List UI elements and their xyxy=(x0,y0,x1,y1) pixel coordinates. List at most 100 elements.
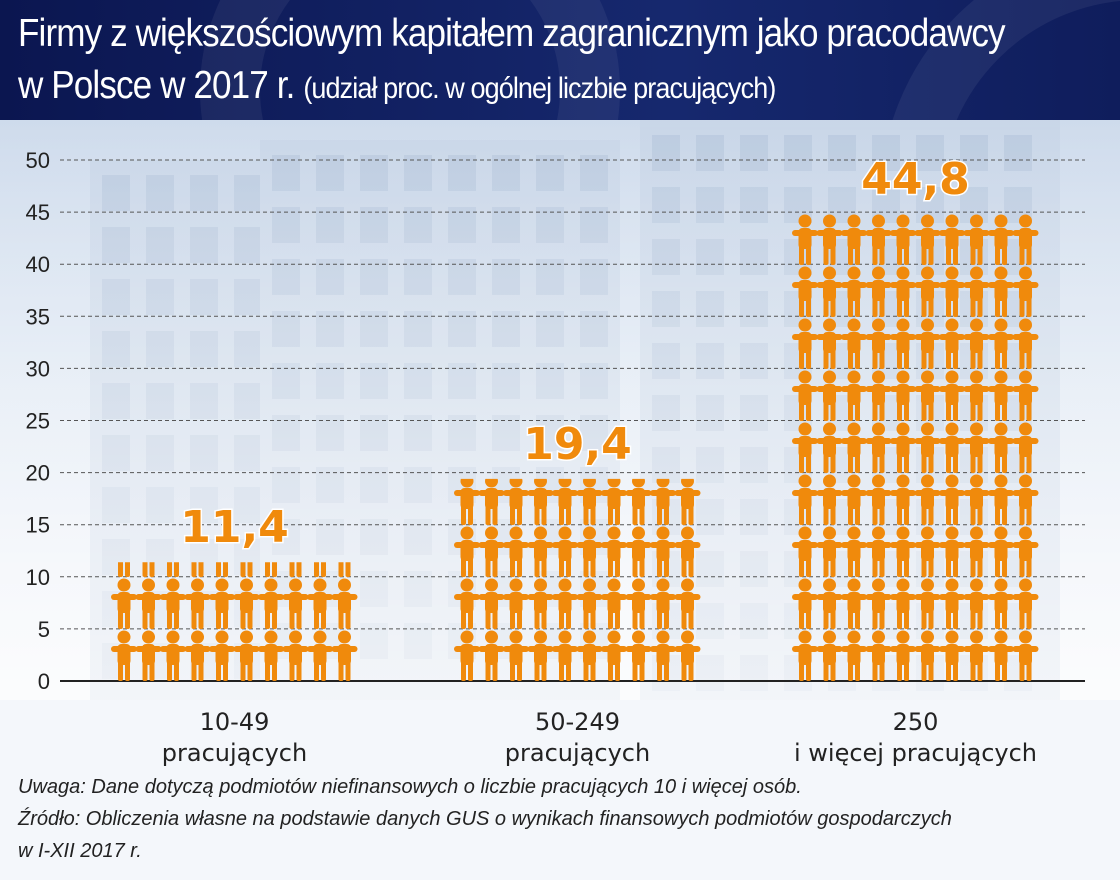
person-icon xyxy=(865,318,892,369)
person-icon xyxy=(816,474,843,525)
person-icon xyxy=(527,526,554,577)
person-icon xyxy=(338,562,351,577)
person-icon xyxy=(527,630,554,681)
bar-0 xyxy=(111,562,358,681)
person-icon xyxy=(650,578,676,629)
person-icon xyxy=(503,478,529,525)
person-icon xyxy=(963,526,990,577)
person-icon xyxy=(111,578,137,629)
person-icon xyxy=(890,578,916,629)
person-icon xyxy=(939,266,965,317)
person-icon xyxy=(184,630,211,681)
person-icon xyxy=(841,474,867,525)
person-icon xyxy=(963,578,990,629)
person-icon xyxy=(792,422,818,473)
pictogram-chart: 0 5 10 15 20 25 30 35 40 45 50 11,4 10-49 pracujących… xyxy=(0,120,1120,767)
person-icon xyxy=(914,266,941,317)
person-icon xyxy=(816,422,843,473)
person-icon xyxy=(331,630,358,681)
person-icon xyxy=(209,630,235,681)
person-icon xyxy=(988,526,1014,577)
y-tick-label: 10 xyxy=(26,565,50,590)
person-icon xyxy=(1012,578,1039,629)
person-icon xyxy=(816,526,843,577)
x-tick-label: 10-49 xyxy=(200,708,270,736)
person-icon xyxy=(1012,422,1039,473)
person-icon xyxy=(240,562,253,577)
person-icon xyxy=(963,318,990,369)
person-icon xyxy=(865,630,892,681)
person-icon xyxy=(1012,474,1039,525)
person-icon xyxy=(601,478,627,525)
person-icon xyxy=(816,630,843,681)
person-icon xyxy=(674,478,701,525)
person-icon xyxy=(939,214,965,265)
x-tick-label: pracujących xyxy=(505,739,650,767)
person-icon xyxy=(865,578,892,629)
bar-1 xyxy=(454,478,701,681)
person-icon xyxy=(939,318,965,369)
person-icon xyxy=(841,266,867,317)
person-icon xyxy=(135,578,162,629)
person-icon xyxy=(865,474,892,525)
y-tick-label: 0 xyxy=(38,669,50,694)
person-icon xyxy=(601,526,627,577)
chart-subtitle: (udział proc. w ogólnej liczbie pracując… xyxy=(303,72,776,105)
person-icon xyxy=(988,474,1014,525)
person-icon xyxy=(191,562,204,577)
person-icon xyxy=(988,422,1014,473)
person-icon xyxy=(552,478,578,525)
person-icon xyxy=(792,214,818,265)
person-icon xyxy=(552,526,578,577)
person-icon xyxy=(816,214,843,265)
person-icon xyxy=(1012,630,1039,681)
person-icon xyxy=(988,318,1014,369)
person-icon xyxy=(939,630,965,681)
person-icon xyxy=(576,630,603,681)
person-icon xyxy=(625,478,652,525)
x-tick-label: 50-249 xyxy=(535,708,620,736)
person-icon xyxy=(307,578,333,629)
footnote-source-cont: w I-XII 2017 r. xyxy=(18,840,142,862)
person-icon xyxy=(841,578,867,629)
person-icon xyxy=(816,370,843,421)
person-icon xyxy=(792,266,818,317)
person-icon xyxy=(963,214,990,265)
person-icon xyxy=(816,318,843,369)
person-icon xyxy=(650,630,676,681)
person-icon xyxy=(792,370,818,421)
y-tick-label: 25 xyxy=(26,409,50,434)
person-icon xyxy=(552,630,578,681)
person-icon xyxy=(890,474,916,525)
person-icon xyxy=(890,370,916,421)
person-icon xyxy=(939,526,965,577)
person-icon xyxy=(601,578,627,629)
person-icon xyxy=(914,578,941,629)
person-icon xyxy=(650,478,676,525)
y-tick-label: 45 xyxy=(26,200,50,225)
person-icon xyxy=(1012,266,1039,317)
person-icon xyxy=(289,562,302,577)
x-tick-label: i więcej pracujących xyxy=(794,739,1037,767)
person-icon xyxy=(792,474,818,525)
person-icon xyxy=(625,526,652,577)
person-icon xyxy=(1012,526,1039,577)
footnote-note: Uwaga: Dane dotyczą podmiotów niefinanso… xyxy=(18,776,802,798)
person-icon xyxy=(625,630,652,681)
person-icon xyxy=(160,578,186,629)
person-icon xyxy=(914,318,941,369)
person-icon xyxy=(865,422,892,473)
person-icon xyxy=(914,474,941,525)
person-icon xyxy=(314,562,326,577)
person-icon xyxy=(963,370,990,421)
person-icon xyxy=(184,578,211,629)
person-icon xyxy=(988,266,1014,317)
chart-header: Firmy z większościowym kapitałem zagrani… xyxy=(0,0,1120,120)
person-icon xyxy=(478,478,505,525)
person-icon xyxy=(454,630,480,681)
chart-title-main: w Polsce w 2017 r. xyxy=(18,64,295,107)
chart-title-line2: w Polsce w 2017 r. (udział proc. w ogóln… xyxy=(18,64,776,108)
y-tick-label: 35 xyxy=(26,304,50,329)
person-icon xyxy=(454,526,480,577)
person-icon xyxy=(674,578,701,629)
